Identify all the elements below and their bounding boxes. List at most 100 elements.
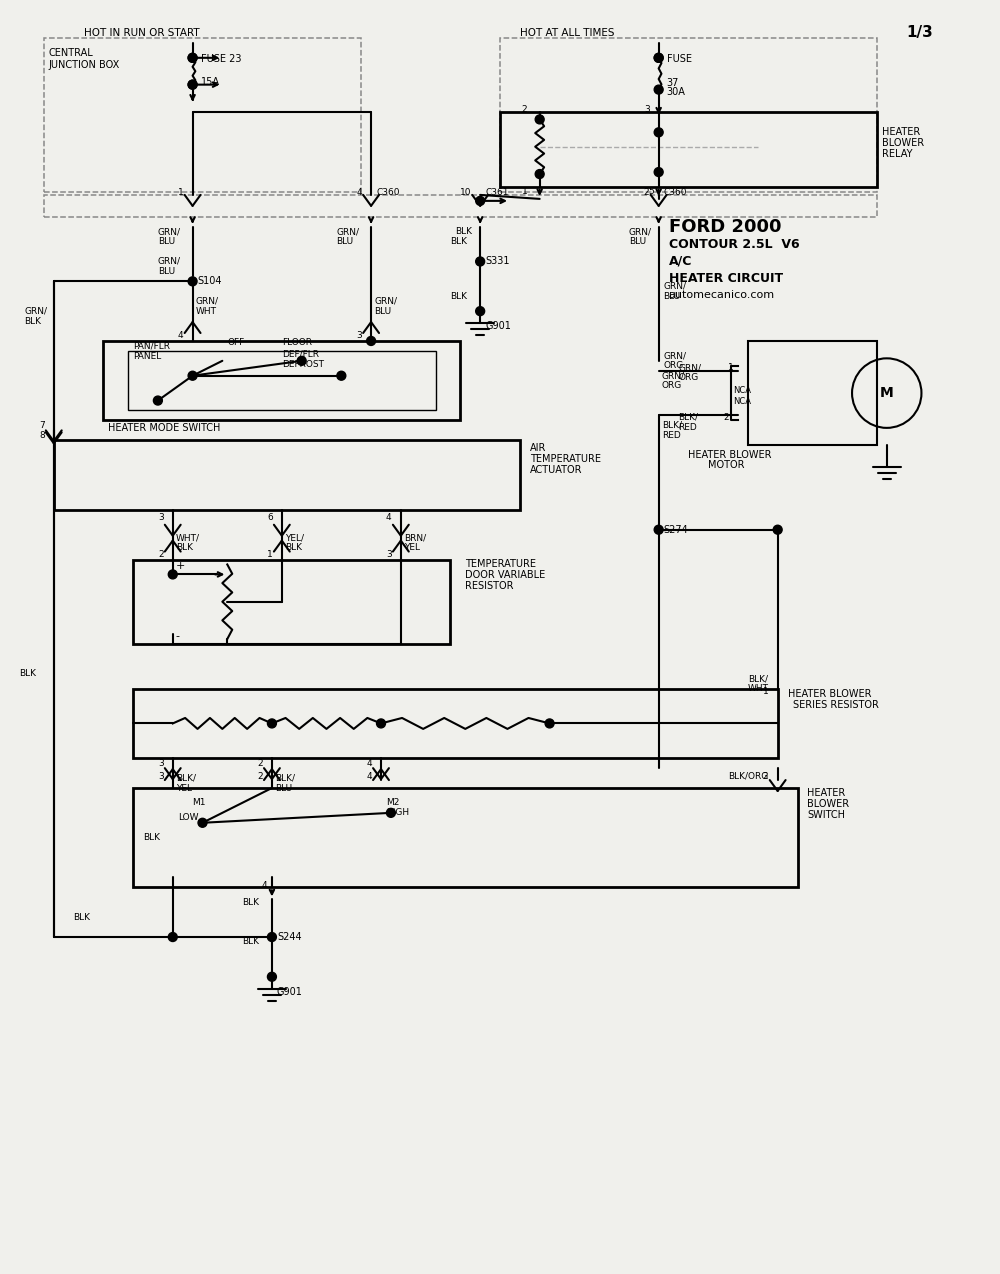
Text: BLK: BLK: [455, 227, 472, 236]
Text: GRN/: GRN/: [664, 282, 687, 290]
Text: 3: 3: [356, 331, 362, 340]
Text: GRN/: GRN/: [24, 307, 47, 316]
Text: M: M: [880, 386, 894, 400]
Text: GRN/: GRN/: [662, 371, 685, 380]
Text: BLU: BLU: [374, 307, 391, 316]
Text: ACTUATOR: ACTUATOR: [530, 465, 582, 475]
Text: ORG: ORG: [678, 373, 699, 382]
Circle shape: [654, 54, 663, 62]
Circle shape: [188, 371, 197, 380]
Circle shape: [188, 54, 197, 62]
Circle shape: [188, 80, 197, 89]
Text: BLK/: BLK/: [678, 413, 698, 422]
Text: S274: S274: [664, 525, 688, 535]
Text: GRN/: GRN/: [664, 352, 687, 361]
Circle shape: [535, 169, 544, 178]
Text: WHT: WHT: [748, 684, 769, 693]
Text: M1: M1: [193, 799, 206, 808]
Text: CENTRAL: CENTRAL: [49, 48, 94, 57]
Text: 3: 3: [158, 759, 164, 768]
Text: HIGH: HIGH: [386, 808, 409, 818]
Text: BLK: BLK: [19, 669, 36, 678]
Text: 4: 4: [178, 331, 183, 340]
Text: BLU: BLU: [275, 784, 292, 792]
Text: BLOWER: BLOWER: [807, 799, 850, 809]
Text: RED: RED: [662, 431, 680, 440]
Text: C361: C361: [485, 189, 509, 197]
Text: 5: 5: [649, 187, 654, 196]
Text: 4: 4: [356, 189, 362, 197]
Text: 1: 1: [728, 363, 734, 372]
Text: C360: C360: [664, 189, 687, 197]
Circle shape: [654, 85, 663, 94]
Text: DEF/FLR: DEF/FLR: [282, 349, 319, 358]
Circle shape: [476, 257, 485, 266]
Text: PANEL: PANEL: [133, 353, 161, 362]
Text: 2: 2: [158, 550, 164, 559]
Text: BLK: BLK: [242, 898, 259, 907]
Text: OFF: OFF: [227, 339, 245, 348]
Text: 4: 4: [386, 513, 392, 522]
Circle shape: [198, 818, 207, 827]
Text: BLK/: BLK/: [662, 420, 682, 429]
Text: GRN/: GRN/: [158, 227, 181, 236]
Text: HEATER: HEATER: [882, 127, 920, 138]
Circle shape: [188, 54, 197, 62]
Text: BLK/: BLK/: [176, 773, 196, 782]
Text: MOTOR: MOTOR: [708, 460, 745, 470]
Text: NCA: NCA: [733, 396, 751, 405]
Text: 30A: 30A: [667, 87, 685, 97]
Bar: [133, 559, 450, 643]
Text: 37: 37: [667, 78, 679, 88]
Text: NCA: NCA: [733, 386, 751, 395]
Circle shape: [545, 719, 554, 727]
Text: 2: 2: [257, 772, 263, 781]
Text: DOOR VARIABLE: DOOR VARIABLE: [465, 571, 546, 581]
Text: FUSE: FUSE: [667, 54, 692, 64]
Text: 2: 2: [763, 772, 768, 781]
Text: G901: G901: [277, 986, 303, 996]
Text: FUSE 23: FUSE 23: [201, 54, 241, 64]
Bar: [103, 341, 460, 420]
Text: 2: 2: [257, 759, 263, 768]
Text: DEFROST: DEFROST: [282, 361, 324, 369]
Text: BLK/: BLK/: [748, 674, 768, 683]
Text: 4: 4: [366, 759, 372, 768]
Text: FORD 2000: FORD 2000: [669, 218, 781, 236]
Text: 4: 4: [366, 772, 372, 781]
Circle shape: [654, 168, 663, 177]
Text: BRN/: BRN/: [404, 533, 426, 543]
Text: HEATER CIRCUIT: HEATER CIRCUIT: [669, 271, 783, 285]
Circle shape: [377, 719, 385, 727]
Text: BLOWER: BLOWER: [882, 139, 924, 148]
Text: BLK: BLK: [24, 316, 41, 326]
Text: 2: 2: [723, 413, 729, 422]
Text: 2: 2: [644, 189, 649, 197]
Text: M2: M2: [386, 799, 399, 808]
Text: RED: RED: [678, 423, 697, 432]
Text: BLK: BLK: [74, 912, 91, 921]
Circle shape: [337, 371, 346, 380]
Circle shape: [476, 307, 485, 316]
Text: BLK: BLK: [242, 938, 259, 947]
Text: GRN/: GRN/: [374, 297, 397, 306]
Text: PAN/FLR: PAN/FLR: [133, 341, 170, 350]
Text: HEATER: HEATER: [807, 789, 846, 798]
Text: HEATER BLOWER: HEATER BLOWER: [788, 689, 871, 698]
Text: 1: 1: [763, 687, 769, 696]
Text: SWITCH: SWITCH: [807, 810, 845, 820]
Text: -: -: [176, 631, 180, 641]
Text: JUNCTION BOX: JUNCTION BOX: [49, 60, 120, 70]
Text: ORG: ORG: [664, 362, 684, 371]
Text: WHT/: WHT/: [176, 533, 200, 543]
Text: 10: 10: [460, 189, 472, 197]
Text: G901: G901: [485, 321, 511, 331]
Circle shape: [535, 115, 544, 124]
Circle shape: [188, 276, 197, 285]
Bar: [500, 112, 877, 187]
Text: BLU: BLU: [158, 268, 175, 276]
Circle shape: [773, 525, 782, 534]
Text: GRN/: GRN/: [678, 363, 702, 372]
Text: GRN/: GRN/: [158, 257, 181, 266]
Text: 3: 3: [158, 772, 164, 781]
